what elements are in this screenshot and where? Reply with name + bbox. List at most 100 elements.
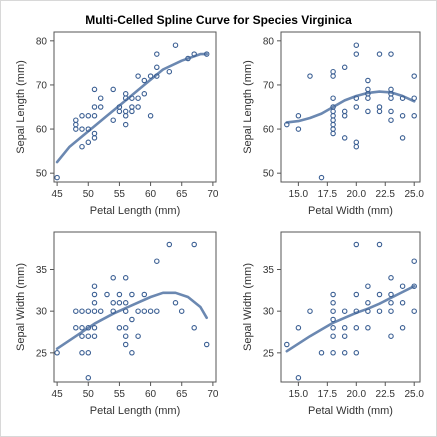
data-point (91, 308, 98, 314)
data-point (122, 333, 129, 339)
data-point (129, 95, 135, 101)
data-point (353, 51, 360, 57)
data-point (411, 73, 417, 79)
data-point (353, 308, 360, 314)
data-point (353, 350, 360, 356)
y-tick-label: 30 (36, 307, 48, 318)
data-point (330, 300, 336, 306)
data-point (330, 308, 336, 314)
data-point (110, 308, 116, 314)
data-point (73, 117, 79, 123)
data-point (411, 283, 417, 289)
data-point (388, 333, 394, 339)
data-point (85, 126, 92, 132)
data-point (330, 68, 336, 75)
data-point (307, 73, 313, 79)
data-point (91, 86, 98, 93)
x-tick-label: 60 (145, 389, 157, 400)
data-point (284, 121, 290, 128)
data-point (166, 241, 173, 248)
y-tick-label: 80 (263, 36, 275, 47)
data-point (365, 86, 371, 93)
y-tick-label: 60 (36, 125, 48, 136)
data-point (85, 333, 92, 339)
data-point (341, 333, 348, 339)
y-tick-label: 25 (263, 348, 275, 359)
y-tick-label: 80 (36, 36, 48, 47)
y-tick-label: 70 (36, 80, 48, 91)
data-point (341, 135, 348, 141)
data-point (85, 139, 92, 146)
data-point (110, 275, 116, 281)
data-point (116, 104, 123, 110)
data-point (116, 291, 123, 298)
data-point (85, 375, 92, 381)
data-point (330, 95, 336, 101)
data-point (154, 258, 160, 264)
y-tick-label: 35 (263, 265, 275, 276)
data-point (353, 241, 360, 248)
data-point (376, 291, 383, 298)
x-tick-label: 22.5 (376, 189, 396, 200)
data-point (135, 73, 141, 79)
data-point (388, 291, 394, 298)
x-tick-label: 22.5 (376, 389, 396, 400)
x-axis-label: Petal Width (mm) (308, 405, 393, 417)
data-point (91, 300, 98, 306)
data-point (411, 258, 417, 264)
data-point (330, 350, 336, 356)
x-tick-label: 70 (207, 389, 219, 400)
data-point (388, 51, 394, 57)
data-point (341, 64, 348, 71)
y-tick-label: 50 (263, 169, 275, 180)
data-point (141, 77, 148, 84)
data-point (135, 333, 141, 339)
x-tick-label: 45 (52, 389, 64, 400)
plot-area (280, 31, 421, 183)
x-tick-label: 65 (176, 189, 188, 200)
data-point (388, 275, 394, 281)
data-point (141, 308, 148, 314)
data-point (376, 241, 383, 248)
data-point (295, 113, 302, 119)
x-axis-label: Petal Length (mm) (90, 405, 180, 417)
y-tick-label: 50 (36, 169, 48, 180)
data-point (166, 68, 173, 75)
data-point (79, 325, 85, 331)
data-point (353, 291, 360, 298)
plot-area (280, 231, 421, 383)
y-tick-label: 70 (263, 80, 275, 91)
data-point (85, 308, 92, 314)
data-point (85, 113, 92, 119)
data-point (154, 73, 160, 79)
data-point (79, 126, 85, 132)
data-point (353, 42, 360, 48)
x-tick-label: 55 (114, 189, 126, 200)
data-point (353, 139, 360, 146)
data-point (91, 104, 98, 110)
x-axis-label: Petal Width (mm) (308, 205, 393, 217)
data-point (411, 308, 417, 314)
data-point (91, 283, 98, 289)
data-point (122, 308, 129, 314)
data-point (353, 104, 360, 110)
data-point (141, 291, 148, 298)
data-point (388, 108, 394, 115)
data-point (91, 113, 98, 119)
data-point (318, 174, 325, 181)
data-point (388, 117, 394, 123)
data-point (365, 77, 371, 84)
x-tick-label: 50 (83, 189, 95, 200)
plot-panel-3: 45 50 55 60 65 70 25 30 35 Petal Length (mm) Sepal… (15, 231, 219, 417)
data-point (135, 95, 141, 101)
data-point (141, 91, 148, 97)
data-point (122, 325, 129, 331)
data-point (129, 104, 135, 110)
x-tick-label: 15.0 (289, 189, 309, 200)
plot-panel-2: 15.0 17.5 20.0 22.5 25.0 50 60 70 80 Petal Width … (242, 31, 424, 217)
data-point (110, 86, 116, 93)
data-point (399, 283, 406, 289)
data-point (147, 73, 154, 79)
y-tick-label: 25 (36, 348, 48, 359)
